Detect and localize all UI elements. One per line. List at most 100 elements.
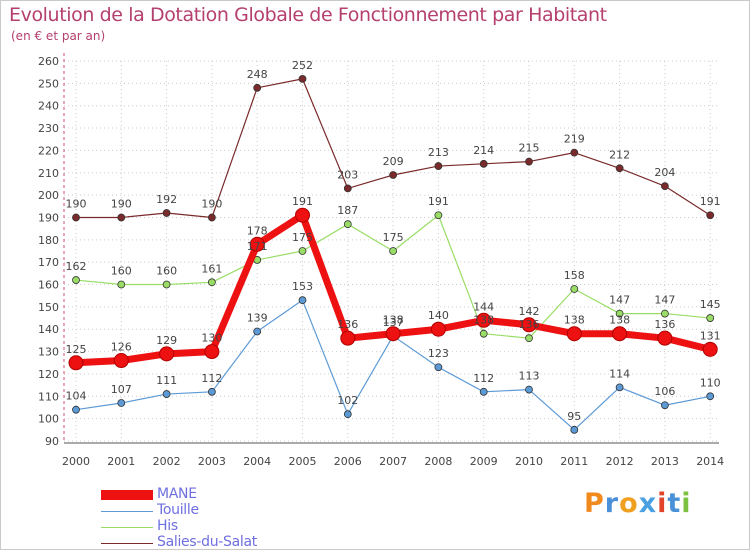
data-point-mane: [657, 330, 673, 346]
data-point-touille: [162, 390, 171, 398]
proxiti-logo: Proxiti: [584, 488, 692, 519]
data-point-touille: [434, 363, 443, 372]
data-label-salies-du-salat: 215: [519, 142, 540, 155]
data-label-mane: 126: [111, 341, 132, 354]
data-label-his: 162: [66, 260, 87, 273]
legend: MANE Touille His Salies-du-Salat: [101, 486, 361, 551]
data-label-his: 187: [337, 204, 358, 217]
data-point-touille: [615, 383, 624, 392]
x-tick-label: 2001: [107, 455, 135, 468]
legend-swatch-salies: [101, 543, 153, 544]
data-label-touille: 104: [66, 390, 87, 403]
y-tick-label: 170: [38, 256, 59, 269]
data-point-touille: [343, 410, 352, 419]
data-label-his: 191: [428, 195, 449, 208]
data-label-his: 147: [609, 294, 630, 307]
y-tick-label: 260: [38, 55, 59, 68]
data-label-touille: 137: [383, 316, 404, 329]
data-label-touille: 112: [201, 372, 222, 385]
data-point-his: [570, 285, 579, 293]
x-tick-label: 2010: [515, 455, 543, 468]
data-label-mane: 136: [654, 318, 675, 331]
data-point-salies-du-salat: [162, 209, 171, 217]
data-point-mane: [340, 330, 356, 346]
data-label-salies-du-salat: 204: [654, 166, 675, 179]
data-label-mane: 142: [519, 305, 540, 318]
data-point-touille: [570, 425, 579, 434]
data-point-mane: [476, 312, 492, 328]
data-label-touille: 106: [654, 385, 675, 398]
data-label-his: 160: [156, 265, 177, 278]
data-point-his: [706, 314, 715, 322]
x-tick-label: 2008: [424, 455, 452, 468]
x-tick-label: 2005: [289, 455, 317, 468]
legend-item-touille: Touille: [101, 502, 361, 519]
y-tick-label: 190: [38, 211, 59, 224]
x-tick-label: 2002: [153, 455, 181, 468]
data-point-salies-du-salat: [72, 213, 80, 222]
data-point-salies-du-salat: [117, 213, 126, 222]
data-label-mane: 140: [428, 309, 449, 322]
legend-swatch-mane: [101, 490, 153, 500]
data-label-touille: 110: [700, 376, 721, 389]
x-tick-label: 2014: [696, 455, 724, 468]
data-point-salies-du-salat: [207, 213, 216, 222]
data-point-mane: [68, 355, 84, 371]
legend-label-touille: Touille: [157, 502, 199, 518]
y-tick-label: 250: [38, 77, 59, 90]
data-label-touille: 123: [428, 347, 449, 360]
data-point-salies-du-salat: [525, 157, 533, 166]
data-label-his: 161: [201, 262, 222, 275]
data-label-mane: 191: [292, 195, 313, 208]
y-tick-label: 100: [38, 413, 59, 426]
data-label-mane: 178: [247, 224, 268, 237]
legend-item-mane: MANE: [101, 486, 361, 503]
chart-title: Evolution de la Dotation Globale de Fonc…: [9, 4, 607, 26]
logo-letter: o: [619, 488, 639, 519]
data-point-mane: [159, 346, 175, 362]
x-tick-label: 2003: [198, 455, 226, 468]
data-label-mane: 144: [473, 300, 494, 313]
legend-label-salies: Salies-du-Salat: [157, 534, 257, 550]
logo-letter: P: [584, 488, 605, 519]
logo-letter: x: [638, 488, 658, 519]
data-label-his: 136: [519, 318, 540, 331]
data-label-mane: 129: [156, 334, 177, 347]
x-tick-label: 2006: [334, 455, 362, 468]
data-label-his: 147: [654, 294, 675, 307]
data-label-his: 175: [292, 231, 313, 244]
legend-label-mane: MANE: [157, 486, 197, 502]
data-point-touille: [207, 387, 216, 396]
x-tick-label: 2007: [379, 455, 407, 468]
data-point-salies-du-salat: [434, 162, 443, 170]
data-label-touille: 95: [567, 410, 581, 423]
data-label-mane: 136: [337, 318, 358, 331]
data-point-touille: [525, 385, 533, 394]
data-label-salies-du-salat: 213: [428, 146, 449, 159]
x-tick-label: 2012: [606, 455, 634, 468]
data-point-his: [117, 280, 126, 289]
y-tick-label: 120: [38, 368, 59, 381]
data-point-mane: [430, 321, 446, 337]
data-point-his: [389, 247, 398, 255]
data-label-touille: 113: [519, 370, 540, 383]
data-label-mane: 138: [609, 314, 630, 327]
legend-swatch-touille: [101, 511, 153, 512]
data-label-salies-du-salat: 219: [564, 133, 585, 146]
data-point-his: [615, 309, 624, 318]
data-point-mane: [566, 326, 582, 342]
data-label-mane: 131: [700, 329, 721, 342]
data-point-mane: [521, 317, 537, 333]
data-point-salies-du-salat: [615, 164, 624, 173]
legend-item-his: His: [101, 518, 361, 535]
data-label-his: 158: [564, 269, 585, 282]
data-point-touille: [479, 387, 488, 396]
data-point-his: [207, 278, 216, 287]
data-label-salies-du-salat: 212: [609, 148, 630, 161]
data-label-his: 160: [111, 265, 132, 278]
data-point-his: [162, 280, 171, 289]
data-point-mane: [702, 341, 718, 357]
legend-swatch-his: [101, 527, 153, 528]
